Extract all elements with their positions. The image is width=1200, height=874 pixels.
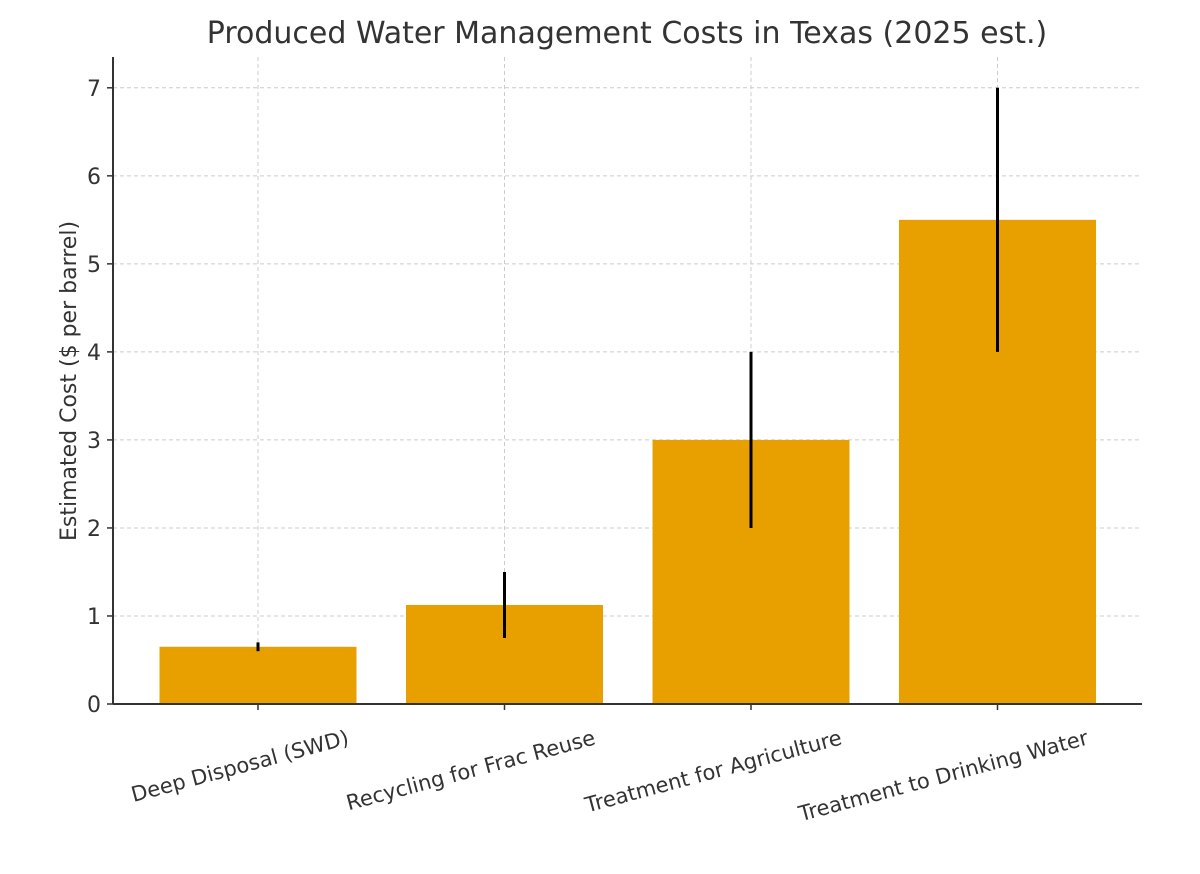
y-tick-label-1: 1: [87, 605, 101, 630]
y-tick-label-3: 3: [87, 429, 101, 454]
y-tick-label-7: 7: [87, 77, 101, 102]
x-category-label-0: Deep Disposal (SWD): [129, 726, 352, 807]
bar-layer: [159, 219, 1096, 704]
y-tick-label-6: 6: [87, 165, 101, 190]
y-axis-label: Estimated Cost ($ per barrel): [57, 221, 82, 541]
bar-0: [159, 646, 357, 704]
y-tick-label-2: 2: [87, 517, 101, 542]
y-tick-label-5: 5: [87, 253, 101, 278]
y-tick-label-4: 4: [87, 341, 101, 366]
error-bar-layer: [256, 87, 999, 652]
chart-title: Produced Water Management Costs in Texas…: [207, 16, 1047, 51]
y-tick-label-0: 0: [87, 693, 101, 718]
x-category-label-1: Recycling for Frac Reuse: [344, 726, 598, 816]
axis-layer: [107, 57, 1142, 710]
